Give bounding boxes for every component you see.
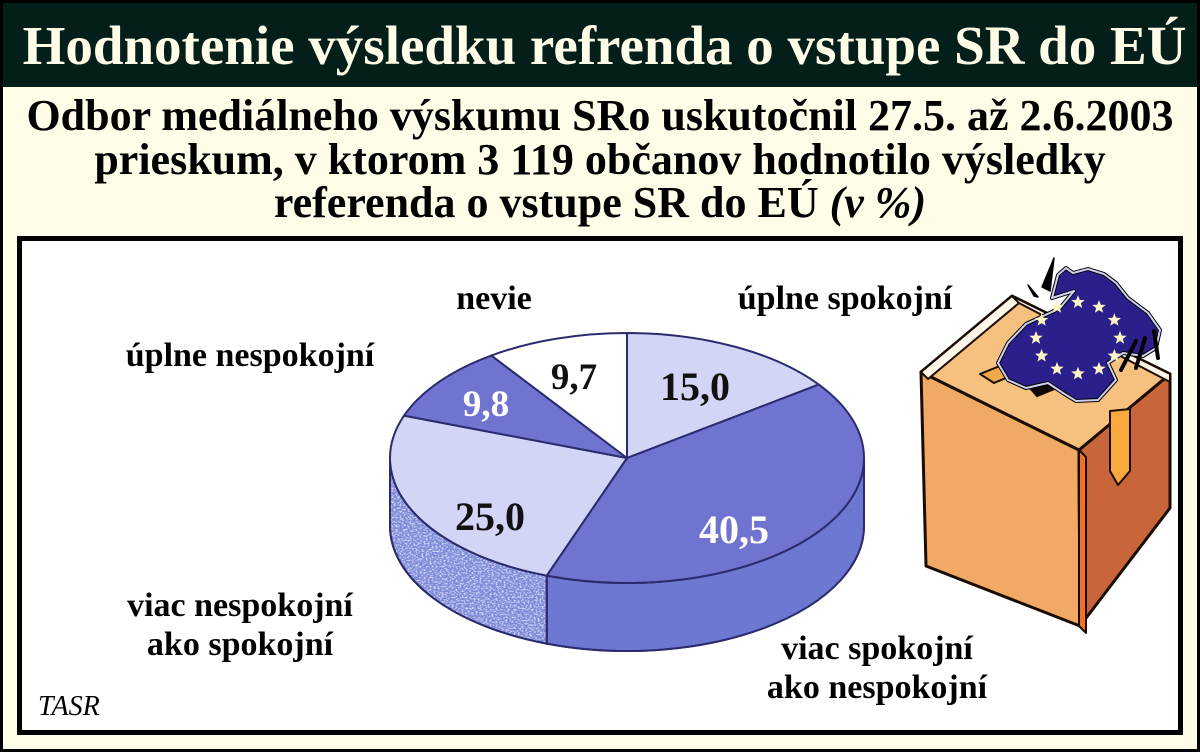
svg-text:25,0: 25,0 [455, 494, 525, 539]
svg-text:40,5: 40,5 [699, 507, 769, 552]
svg-text:15,0: 15,0 [660, 364, 730, 409]
svg-text:9,8: 9,8 [463, 384, 509, 425]
svg-text:9,7: 9,7 [551, 357, 597, 398]
